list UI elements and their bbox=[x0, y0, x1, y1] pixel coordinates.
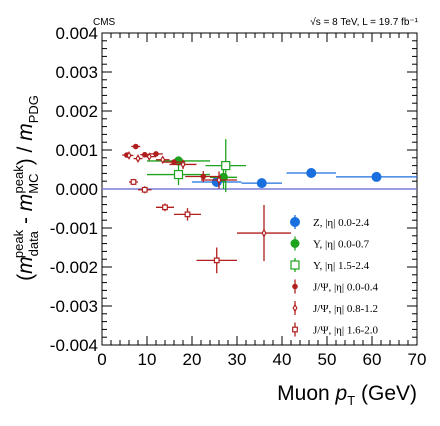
data-point bbox=[126, 151, 132, 160]
x-axis-title: Muon pT (GeV) bbox=[277, 382, 417, 408]
data-point bbox=[256, 178, 267, 189]
data-point bbox=[221, 161, 231, 171]
x-tick-label: 40 bbox=[273, 350, 292, 369]
data-point bbox=[130, 179, 137, 185]
data-point bbox=[135, 154, 141, 164]
y-tick-label: -0.004 bbox=[50, 336, 98, 355]
legend-entry: J/Ψ, |η| 1.6-2.0 bbox=[313, 325, 379, 337]
legend-marker bbox=[292, 283, 298, 290]
legend: Z, |η| 0.0-2.4 Υ, |η| 0.0-0.7 Υ, |η| 1.5-2… bbox=[290, 215, 379, 337]
legend-marker bbox=[290, 217, 300, 227]
legend-entry: J/Ψ, |η| 0.8-1.2 bbox=[313, 303, 378, 315]
series-4 bbox=[124, 151, 291, 262]
x-tick-label: 20 bbox=[183, 350, 202, 369]
energy-label: √s = 8 TeV, L = 19.7 fb⁻¹ bbox=[310, 16, 418, 28]
data-point bbox=[200, 173, 207, 180]
legend-marker bbox=[292, 326, 298, 333]
x-tick-label: 30 bbox=[228, 350, 247, 369]
data-point bbox=[371, 171, 382, 182]
legend-entry: Z, |η| 0.0-2.4 bbox=[313, 217, 370, 229]
data-point bbox=[146, 152, 152, 162]
data-point bbox=[162, 204, 168, 211]
y-tick-label: 0.003 bbox=[55, 63, 98, 82]
series-2 bbox=[147, 139, 246, 193]
data-point bbox=[184, 211, 191, 218]
x-tick-label: 0 bbox=[97, 350, 106, 369]
data-point bbox=[216, 175, 222, 185]
data-point bbox=[173, 169, 184, 180]
legend-marker bbox=[290, 239, 300, 248]
tick-labels: 0 10 20 30 40 50 60 70 -0.004 -0.003 -0.002 -0.001 0… bbox=[50, 24, 427, 369]
legend-entry: Υ, |η| 0.0-0.7 bbox=[313, 239, 370, 251]
data-point bbox=[153, 151, 159, 157]
x-tick-label: 50 bbox=[318, 350, 337, 369]
series-0 bbox=[192, 168, 417, 189]
axes-frame bbox=[101, 32, 418, 346]
legend-entry: Υ, |η| 1.5-2.4 bbox=[313, 260, 370, 272]
x-tick-label: 60 bbox=[363, 350, 382, 369]
data-points bbox=[122, 139, 417, 274]
data-point bbox=[132, 143, 139, 150]
legend-marker bbox=[290, 260, 300, 270]
data-point bbox=[160, 155, 166, 165]
x-tick-label: 10 bbox=[138, 350, 157, 369]
y-tick-label: 0.004 bbox=[55, 24, 98, 43]
series-5 bbox=[129, 178, 237, 274]
series-3 bbox=[122, 143, 222, 182]
data-point bbox=[141, 186, 148, 193]
data-point bbox=[213, 257, 220, 264]
data-point bbox=[306, 168, 317, 179]
y-tick-label: 0.001 bbox=[55, 141, 98, 160]
y-tick-label: -0.001 bbox=[50, 219, 98, 238]
legend-entry: J/Ψ, |η| 0.0-0.4 bbox=[313, 282, 379, 294]
y-tick-label: 0.000 bbox=[55, 180, 98, 199]
y-tick-label: -0.003 bbox=[50, 297, 98, 316]
experiment-label: CMS bbox=[93, 17, 116, 28]
y-axis-title: (mdatapeak - mMCpeak) / mPDG bbox=[11, 95, 41, 281]
x-tick-label: 70 bbox=[408, 350, 427, 369]
legend-marker bbox=[292, 303, 298, 313]
data-point bbox=[261, 228, 267, 238]
y-tick-label: -0.002 bbox=[50, 258, 98, 277]
data-point bbox=[171, 159, 177, 165]
data-point bbox=[180, 160, 186, 169]
y-tick-label: 0.002 bbox=[55, 102, 98, 121]
